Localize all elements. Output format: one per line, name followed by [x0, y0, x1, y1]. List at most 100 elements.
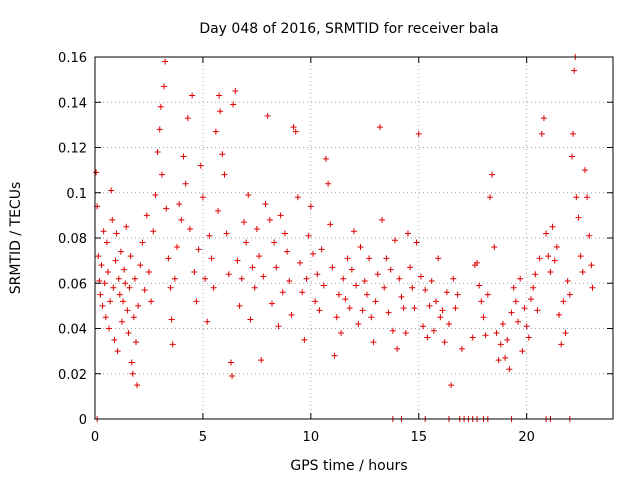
data-point — [256, 253, 263, 260]
data-point — [523, 323, 530, 330]
data-point — [338, 330, 345, 337]
data-point — [157, 103, 164, 110]
data-point — [156, 126, 163, 133]
data-point — [221, 171, 228, 178]
data-point — [158, 171, 165, 178]
data-point — [392, 237, 399, 244]
data-point — [409, 284, 416, 291]
x-tick-label: 15 — [410, 430, 427, 445]
data-point — [225, 271, 232, 278]
data-point — [521, 305, 528, 312]
data-point — [104, 268, 111, 275]
data-point — [124, 307, 131, 314]
data-point — [476, 282, 483, 289]
data-point — [262, 201, 269, 208]
data-point — [448, 382, 455, 389]
data-point — [165, 255, 172, 262]
data-point — [331, 352, 338, 359]
data-point — [123, 223, 130, 230]
data-point — [551, 257, 558, 264]
data-point — [110, 284, 117, 291]
data-point — [387, 266, 394, 273]
y-tick-label: 0.16 — [58, 51, 87, 66]
data-point — [491, 244, 498, 251]
data-point — [383, 255, 390, 262]
data-point — [135, 302, 142, 309]
data-point — [439, 307, 446, 314]
data-point — [579, 268, 586, 275]
data-points — [93, 54, 596, 422]
data-point — [586, 232, 593, 239]
data-point — [407, 264, 414, 271]
data-point — [404, 230, 411, 237]
data-point — [325, 180, 332, 187]
series-srmtid — [93, 54, 596, 422]
data-point — [284, 248, 291, 255]
data-point — [227, 359, 234, 366]
data-point — [493, 330, 500, 337]
data-point — [121, 266, 128, 273]
data-point — [234, 257, 241, 264]
data-point — [98, 262, 105, 269]
data-point — [99, 302, 106, 309]
data-point — [411, 305, 418, 312]
data-point — [517, 275, 524, 282]
data-point — [115, 275, 122, 282]
data-point — [342, 296, 349, 303]
data-point — [584, 194, 591, 201]
data-point — [370, 339, 377, 346]
data-point — [128, 359, 135, 366]
data-point — [264, 112, 271, 119]
data-point — [125, 330, 132, 337]
data-point — [441, 339, 448, 346]
data-point — [530, 284, 537, 291]
y-tick-label: 0.06 — [58, 277, 87, 292]
data-point — [137, 262, 144, 269]
data-point — [107, 298, 114, 305]
data-point — [396, 275, 403, 282]
data-point — [116, 291, 123, 298]
data-point — [499, 320, 506, 327]
data-point — [286, 277, 293, 284]
data-point — [139, 239, 146, 246]
data-point — [145, 268, 152, 275]
data-point — [536, 255, 543, 262]
data-point — [474, 259, 481, 266]
data-point — [543, 230, 550, 237]
data-point — [303, 275, 310, 282]
grid-lines — [95, 57, 613, 419]
y-tick-label: 0.14 — [58, 96, 87, 111]
data-point — [126, 284, 133, 291]
data-point — [374, 271, 381, 278]
data-point — [428, 277, 435, 284]
data-point — [527, 296, 534, 303]
y-tick-label: 0.08 — [58, 232, 87, 247]
data-point — [258, 357, 265, 364]
data-point — [122, 280, 129, 287]
data-point — [316, 307, 323, 314]
data-point — [335, 291, 342, 298]
data-point — [545, 253, 552, 260]
data-point — [458, 345, 465, 352]
data-point — [426, 302, 433, 309]
data-point — [131, 275, 138, 282]
data-point — [413, 239, 420, 246]
data-point — [329, 264, 336, 271]
data-point — [363, 291, 370, 298]
data-point — [161, 83, 168, 90]
data-point — [489, 171, 496, 178]
data-point — [575, 214, 582, 221]
data-point — [417, 273, 424, 280]
data-point — [504, 336, 511, 343]
data-point — [208, 255, 215, 262]
data-point — [502, 354, 509, 361]
data-point — [452, 305, 459, 312]
data-point — [351, 228, 357, 235]
data-point — [320, 282, 327, 289]
data-point — [588, 262, 595, 269]
data-point — [106, 325, 113, 332]
data-point — [168, 316, 175, 323]
data-point — [169, 341, 176, 348]
